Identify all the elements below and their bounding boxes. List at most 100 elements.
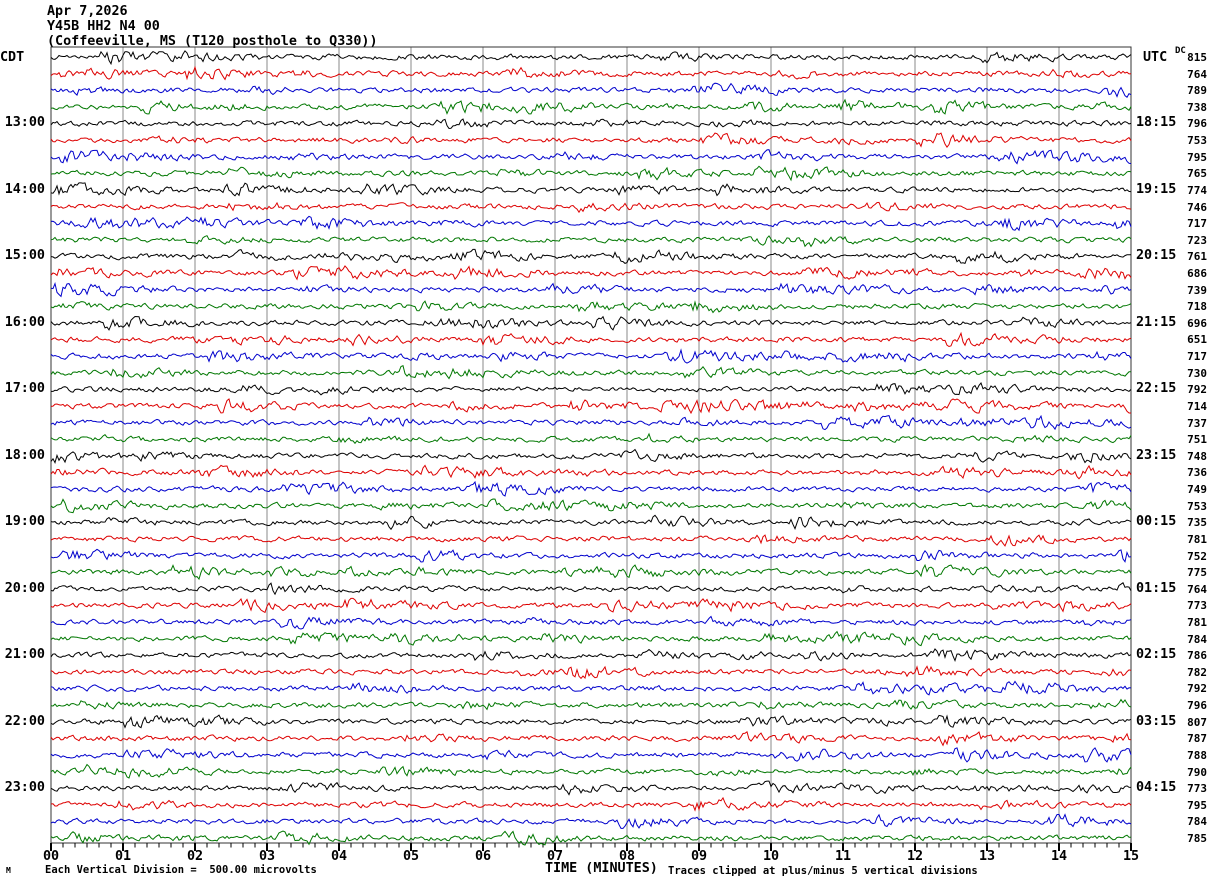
seismic-trace (50, 149, 1132, 165)
seismic-trace (50, 201, 1132, 214)
x-tick-label: 14 (1050, 849, 1068, 864)
seismic-trace (50, 248, 1132, 265)
seismic-trace (50, 118, 1132, 130)
seismic-trace (50, 665, 1132, 680)
dc-offset-value: 781 (1187, 532, 1207, 546)
dc-offset-value: 746 (1187, 200, 1207, 214)
seismic-trace (50, 714, 1132, 729)
dc-offset-value: 787 (1187, 732, 1207, 746)
utc-time-label: 04:15 (1136, 780, 1177, 796)
dc-offset-value: 782 (1187, 665, 1207, 679)
x-tick-label: 11 (834, 849, 852, 864)
x-tick-label: 10 (762, 849, 780, 864)
cdt-time-label: 19:00 (4, 514, 45, 530)
x-tick-label: 06 (474, 849, 492, 864)
x-tick-label: 01 (114, 849, 132, 864)
dc-offset-value: 795 (1187, 150, 1207, 164)
dc-offset-value: 784 (1187, 632, 1207, 646)
utc-time-label: 01:15 (1136, 580, 1177, 596)
cdt-time-label: 15:00 (4, 248, 45, 264)
seismic-trace (50, 534, 1132, 547)
dc-offset-value: 730 (1187, 366, 1207, 380)
dc-offset-value: 749 (1187, 483, 1207, 497)
x-tick-label: 09 (690, 849, 708, 864)
dc-offset-value: 764 (1187, 67, 1207, 81)
cdt-time-label: 23:00 (4, 780, 45, 796)
dc-offset-value: 795 (1187, 798, 1207, 812)
seismic-trace (50, 813, 1132, 829)
seismic-trace (50, 780, 1132, 796)
dc-offset-value: 788 (1187, 748, 1207, 762)
cdt-time-label: 21:00 (4, 647, 45, 663)
cdt-time-label: 17:00 (4, 381, 45, 397)
dc-offset-value: 773 (1187, 599, 1207, 613)
seismic-trace (50, 730, 1132, 747)
x-tick-label: 15 (1122, 849, 1140, 864)
utc-time-label: 22:15 (1136, 381, 1177, 397)
utc-time-label: 02:15 (1136, 647, 1177, 663)
seismic-trace (50, 480, 1132, 497)
dc-offset-value: 752 (1187, 549, 1207, 563)
dc-offset-value: 718 (1187, 300, 1207, 314)
x-tick-label: 03 (258, 849, 276, 864)
cdt-time-label: 22:00 (4, 713, 45, 729)
x-tick-label: 07 (546, 849, 564, 864)
seismic-trace (50, 763, 1132, 779)
dc-offset-value: 786 (1187, 649, 1207, 663)
x-axis-title: TIME (MINUTES) (545, 861, 658, 876)
utc-time-label: 23:15 (1136, 447, 1177, 463)
dc-offset-value: 753 (1187, 134, 1207, 148)
dc-offset-value: 789 (1187, 84, 1207, 98)
seismic-trace (50, 98, 1132, 115)
dc-offset-value: 751 (1187, 433, 1207, 447)
seismic-trace (50, 698, 1132, 711)
seismic-trace (50, 265, 1132, 281)
seismic-trace (50, 464, 1132, 480)
seismic-trace (50, 235, 1132, 248)
seismic-trace (50, 548, 1132, 563)
x-tick-label: 00 (42, 849, 60, 864)
seismic-trace (50, 331, 1132, 348)
seismic-trace (50, 648, 1132, 663)
scale-note: Each Vertical Division = 500.00 microvol… (45, 864, 317, 876)
dc-offset-value: 738 (1187, 100, 1207, 114)
left-axis-label: CDT (0, 50, 25, 65)
seismic-trace (50, 315, 1132, 331)
seismic-trace (50, 50, 1132, 66)
seismic-trace (50, 582, 1132, 596)
dc-offset-value: 714 (1187, 399, 1207, 413)
dc-offset-value: 651 (1187, 333, 1207, 347)
dc-column-header: DC (1175, 46, 1186, 56)
utc-time-label: 18:15 (1136, 115, 1177, 131)
seismic-trace (50, 796, 1132, 812)
x-tick-label: 08 (618, 849, 636, 864)
header-location: (Coffeeville, MS (T120 posthole to Q330)… (47, 34, 378, 49)
seismic-trace (50, 182, 1132, 197)
utc-time-label: 19:15 (1136, 181, 1177, 197)
dc-offset-value: 737 (1187, 416, 1207, 430)
seismic-trace (50, 630, 1132, 647)
seismic-trace (50, 365, 1131, 380)
cdt-time-label: 16:00 (4, 314, 45, 330)
seismic-trace (50, 514, 1132, 531)
seismic-trace (50, 448, 1132, 464)
clip-note: Traces clipped at plus/minus 5 vertical … (668, 865, 978, 877)
header-date: Apr 7,2026 (47, 4, 128, 19)
cdt-time-label: 20:00 (4, 580, 45, 596)
seismic-trace (50, 398, 1131, 415)
seismic-trace (50, 414, 1132, 431)
x-tick-label: 12 (906, 849, 924, 864)
dc-offset-value: 736 (1187, 466, 1207, 480)
header-station: Y45B HH2 N4 00 (47, 19, 160, 34)
seismic-trace (50, 432, 1132, 445)
x-tick-label: 02 (186, 849, 204, 864)
dc-offset-value: 773 (1187, 782, 1207, 796)
seismic-trace (50, 498, 1132, 514)
dc-offset-value: 748 (1187, 449, 1207, 463)
dc-offset-value: 792 (1187, 383, 1207, 397)
utc-time-label: 21:15 (1136, 314, 1177, 330)
dc-offset-value: 753 (1187, 499, 1207, 513)
dc-offset-value: 784 (1187, 815, 1207, 829)
dc-offset-value: 807 (1187, 715, 1207, 729)
dc-offset-value: 723 (1187, 233, 1207, 247)
